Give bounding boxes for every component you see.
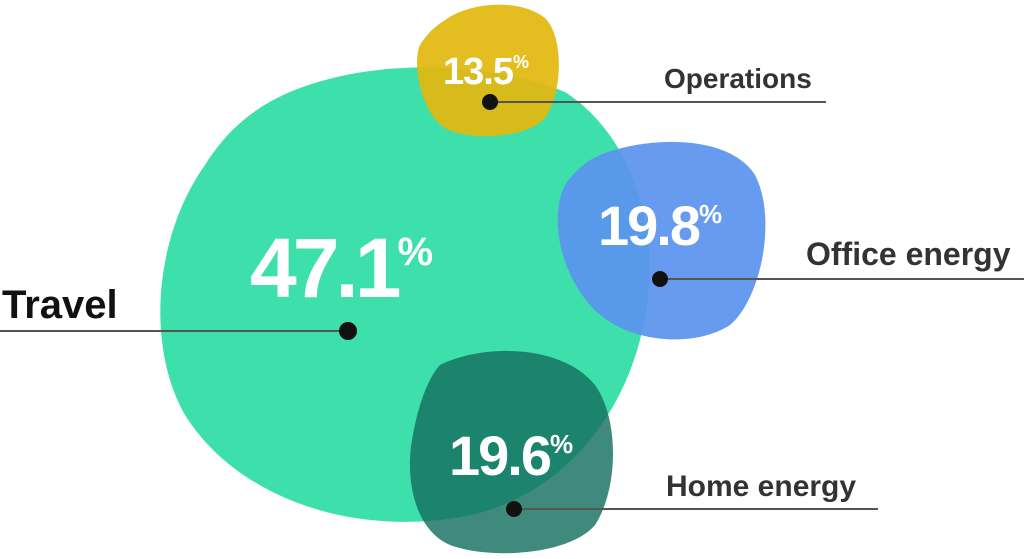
category-label-home-energy: Home energy: [666, 470, 856, 503]
value-label-travel: 47.1%: [250, 221, 433, 315]
category-label-office-energy: Office energy: [806, 236, 1011, 272]
marker-dot-home-energy: [506, 501, 522, 517]
marker-dot-office-energy: [652, 271, 668, 287]
value-label-home-energy: 19.6%: [449, 424, 573, 487]
marker-dot-travel: [339, 322, 357, 340]
blob-office-energy: [557, 141, 766, 340]
category-label-travel: Travel: [2, 283, 118, 327]
blob-operations: [417, 4, 559, 137]
category-label-operations: Operations: [664, 63, 812, 94]
value-label-operations: 13.5%: [443, 51, 529, 93]
marker-dot-operations: [482, 94, 498, 110]
blob-home-energy: [409, 350, 614, 554]
value-label-office-energy: 19.8%: [598, 194, 722, 257]
